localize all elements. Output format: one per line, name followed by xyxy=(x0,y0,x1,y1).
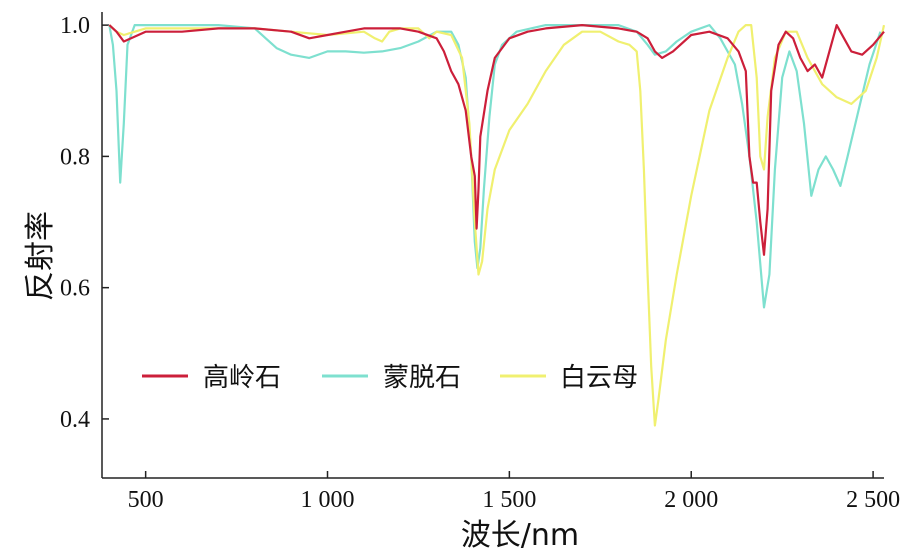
y-tick-label: 1.0 xyxy=(60,13,90,39)
x-tick-label: 1 000 xyxy=(301,487,355,513)
x-tick-label: 2 000 xyxy=(664,487,718,513)
legend-label-muscovite: 白云母 xyxy=(560,363,638,393)
x-tick-label: 1 500 xyxy=(482,487,536,513)
x-tick-label: 500 xyxy=(128,487,164,513)
tick-labels: 500 1 000 1 500 2 000 2 500 0.4 0.6 0.8 1.0 xyxy=(60,13,900,513)
y-axis-title: 反射率 xyxy=(23,211,58,301)
legend-label-kaolinite: 高岭石 xyxy=(203,363,281,393)
y-tick-label: 0.6 xyxy=(60,276,90,302)
legend: 高岭石 蒙脱石 白云母 xyxy=(142,363,638,393)
tick-marks xyxy=(102,24,874,478)
series-lines xyxy=(108,24,886,427)
legend-label-montmorillonite: 蒙脱石 xyxy=(383,363,461,393)
series-line-montmorillonite xyxy=(108,24,882,309)
series-line-kaolinite xyxy=(108,24,885,256)
y-tick-label: 0.4 xyxy=(60,407,90,433)
series-line-muscovite xyxy=(108,24,886,427)
x-tick-label: 2 500 xyxy=(846,487,900,513)
x-axis-title: 波长/nm xyxy=(461,518,579,553)
y-tick-label: 0.8 xyxy=(60,144,90,170)
chart-axes xyxy=(101,12,884,479)
